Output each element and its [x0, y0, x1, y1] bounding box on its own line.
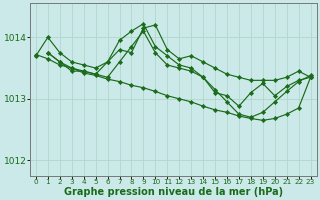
- X-axis label: Graphe pression niveau de la mer (hPa): Graphe pression niveau de la mer (hPa): [64, 187, 283, 197]
